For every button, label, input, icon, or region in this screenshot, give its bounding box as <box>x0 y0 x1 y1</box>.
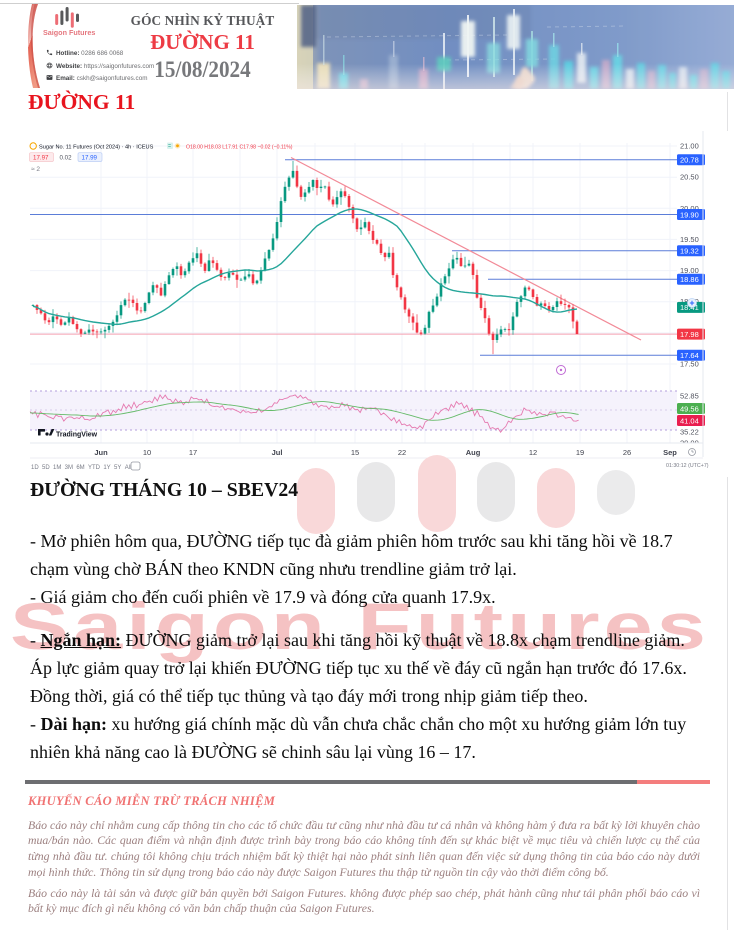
svg-text:21.00: 21.00 <box>680 142 699 151</box>
svg-text:20.78: 20.78 <box>680 156 699 165</box>
svg-text:15: 15 <box>351 448 359 457</box>
svg-text:20.50: 20.50 <box>680 173 699 182</box>
svg-text:17.50: 17.50 <box>680 360 699 369</box>
svg-text:18.86: 18.86 <box>680 275 699 284</box>
svg-text:19: 19 <box>576 448 584 457</box>
svg-text:41.04: 41.04 <box>680 416 699 425</box>
svg-text:52.85: 52.85 <box>680 392 699 401</box>
svg-text:≈ 2: ≈ 2 <box>31 166 40 173</box>
svg-text:35.22: 35.22 <box>680 428 699 437</box>
svg-text:49.56: 49.56 <box>680 404 699 413</box>
svg-text:=: = <box>168 144 171 150</box>
svg-text:17.97: 17.97 <box>33 155 49 162</box>
svg-text:19.50: 19.50 <box>680 235 699 244</box>
svg-text:12: 12 <box>529 448 537 457</box>
svg-text:19.00: 19.00 <box>680 266 699 275</box>
svg-text:22: 22 <box>398 448 406 457</box>
svg-text:19.90: 19.90 <box>680 210 699 219</box>
svg-text:17.64: 17.64 <box>680 351 699 360</box>
svg-text:Jul: Jul <box>272 448 283 457</box>
svg-text:Aug: Aug <box>466 448 481 457</box>
svg-text:17.99: 17.99 <box>82 155 98 162</box>
svg-text:O18.00 H18.03 L17.91 C17.98 −0: O18.00 H18.03 L17.91 C17.98 −0.02 (−0.11… <box>186 144 293 150</box>
svg-text:26: 26 <box>623 448 631 457</box>
svg-text:Sep: Sep <box>663 448 677 457</box>
svg-text:17.98: 17.98 <box>680 330 699 339</box>
svg-text:Sugar No. 11 Futures (Oct 2024: Sugar No. 11 Futures (Oct 2024) · 4h · I… <box>39 144 154 150</box>
svg-text:01:30:12 (UTC+7): 01:30:12 (UTC+7) <box>666 463 709 469</box>
svg-text:10: 10 <box>143 448 151 457</box>
svg-text:Jun: Jun <box>94 448 108 457</box>
svg-text:TradingView: TradingView <box>56 432 98 439</box>
svg-text:1D 5D 1M 3M 6M YTD 1Y 5: 1D 5D 1M 3M 6M YTD 1Y 5Y All <box>31 465 131 471</box>
svg-text:19.32: 19.32 <box>680 247 699 256</box>
svg-text:0.02: 0.02 <box>60 155 73 162</box>
svg-text:18.41: 18.41 <box>680 303 699 312</box>
svg-text:17: 17 <box>189 448 197 457</box>
svg-text:20.00: 20.00 <box>680 204 699 213</box>
